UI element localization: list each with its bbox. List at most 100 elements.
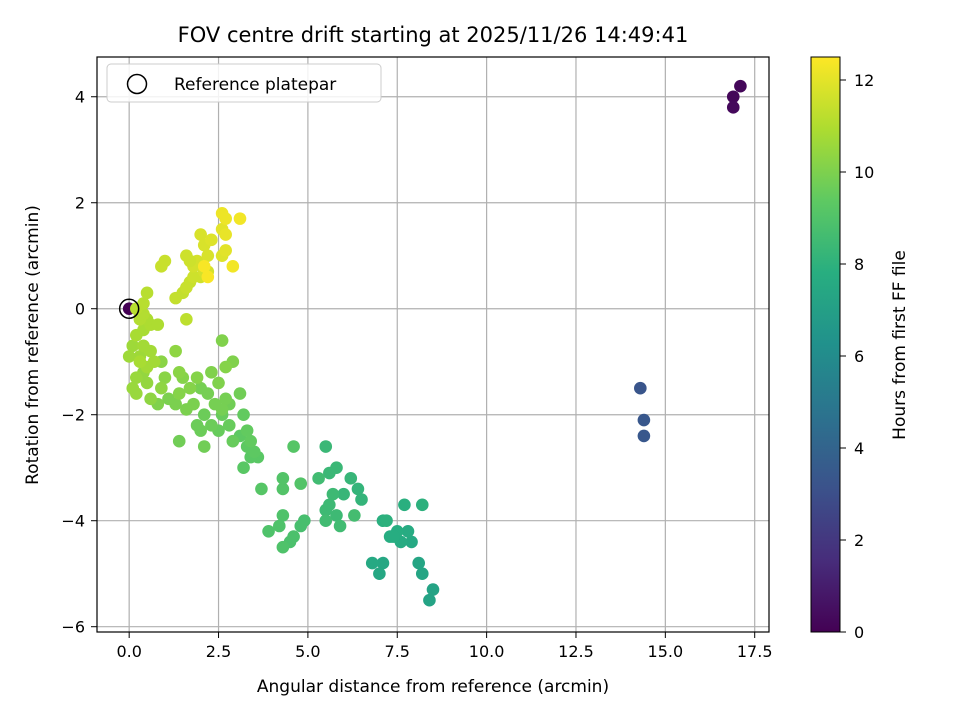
- reference-point: [118, 298, 140, 319]
- data-point: [287, 440, 300, 453]
- data-point: [226, 434, 240, 448]
- reference-marker: [118, 298, 140, 319]
- data-point: [122, 350, 136, 363]
- colorbar-tick-label: 4: [854, 439, 864, 458]
- data-points: [122, 79, 747, 607]
- data-point: [415, 567, 429, 581]
- data-point: [169, 344, 182, 358]
- data-point: [734, 79, 747, 93]
- data-point: [244, 434, 258, 448]
- data-point: [201, 249, 215, 263]
- data-point: [172, 434, 186, 448]
- data-point: [233, 387, 247, 400]
- x-axis-ticks: 0.0 2.5 5.0 7.5 10.0 12.5 15.0 17.5: [116, 632, 773, 661]
- data-point: [323, 498, 336, 512]
- y-axis-ticks: −6 −4 −2 0 2 4: [61, 88, 97, 637]
- data-point: [726, 90, 740, 104]
- data-point: [197, 260, 211, 273]
- colorbar-tick-label: 12: [854, 71, 874, 90]
- data-point: [137, 297, 150, 310]
- data-point: [172, 366, 186, 379]
- data-point: [190, 419, 204, 432]
- data-point: [415, 498, 429, 512]
- x-tick-label: 0.0: [116, 642, 141, 661]
- data-point: [255, 482, 268, 496]
- data-point: [219, 392, 232, 406]
- colorbar: 0 2 4 6 8 10 12 Hours from first FF file: [810, 56, 910, 642]
- data-point: [219, 212, 232, 225]
- data-point: [144, 344, 157, 358]
- legend-marker-icon: [126, 73, 148, 95]
- colorbar-gradient: [810, 56, 841, 633]
- data-point: [180, 403, 193, 416]
- chart-title: FOV centre drift starting at 2025/11/26 …: [178, 23, 689, 47]
- data-point: [262, 525, 275, 538]
- data-point: [215, 334, 229, 347]
- data-point: [348, 509, 361, 522]
- data-point: [326, 487, 340, 501]
- data-point: [151, 318, 165, 331]
- x-axis-label: Angular distance from reference (arcmin): [257, 677, 609, 697]
- grid-lines: [97, 57, 769, 632]
- data-point: [373, 567, 386, 581]
- data-point: [212, 376, 225, 390]
- data-point: [133, 355, 147, 369]
- data-point: [276, 482, 290, 496]
- y-tick-label: 0: [75, 300, 85, 319]
- data-point: [330, 509, 343, 522]
- data-point: [237, 408, 250, 422]
- data-point: [240, 424, 254, 437]
- data-point: [140, 376, 154, 390]
- data-point: [201, 270, 215, 284]
- legend: Reference platepar: [106, 63, 382, 103]
- y-tick-label: 2: [75, 194, 85, 213]
- data-point: [344, 472, 358, 485]
- data-point: [219, 360, 232, 374]
- y-tick-label: −4: [61, 512, 85, 531]
- y-axis-label: Rotation from reference (arcmin): [23, 205, 43, 485]
- data-point: [130, 387, 143, 400]
- data-point: [426, 583, 440, 596]
- data-point: [208, 397, 222, 411]
- data-point: [337, 487, 350, 501]
- data-point: [140, 286, 154, 300]
- data-point: [323, 466, 336, 480]
- data-point: [387, 530, 400, 543]
- data-point: [180, 313, 193, 326]
- x-tick-label: 10.0: [469, 642, 505, 661]
- data-point: [144, 392, 157, 406]
- data-point: [194, 381, 207, 395]
- data-point: [126, 339, 140, 353]
- legend-entry: Reference platepar: [174, 75, 336, 95]
- data-point: [412, 556, 426, 570]
- data-point: [155, 381, 168, 395]
- x-tick-label: 2.5: [206, 642, 231, 661]
- data-point: [205, 419, 218, 432]
- data-point: [172, 387, 186, 400]
- data-point: [197, 440, 211, 453]
- data-point: [637, 413, 651, 427]
- colorbar-tick-label: 8: [854, 255, 864, 274]
- data-point: [276, 472, 290, 485]
- data-point: [247, 445, 261, 459]
- data-point: [219, 228, 232, 241]
- data-point: [276, 509, 290, 522]
- data-point: [351, 482, 365, 496]
- data-point: [130, 371, 143, 384]
- colorbar-tick-label: 2: [854, 531, 864, 550]
- y-tick-label: 4: [75, 88, 85, 107]
- colorbar-tick-label: 10: [854, 163, 874, 182]
- colorbar-label: Hours from first FF file: [890, 250, 910, 440]
- plot-frame: [96, 56, 770, 633]
- data-point: [312, 472, 325, 485]
- data-point: [634, 381, 647, 395]
- legend-box: [106, 63, 382, 103]
- data-point: [205, 233, 218, 247]
- data-point: [197, 408, 211, 422]
- colorbar-ticks: 0 2 4 6 8 10 12: [840, 71, 874, 642]
- y-tick-label: −6: [61, 618, 85, 637]
- data-point: [398, 498, 411, 512]
- data-point: [294, 519, 308, 533]
- data-point: [637, 429, 651, 443]
- data-point: [319, 440, 333, 453]
